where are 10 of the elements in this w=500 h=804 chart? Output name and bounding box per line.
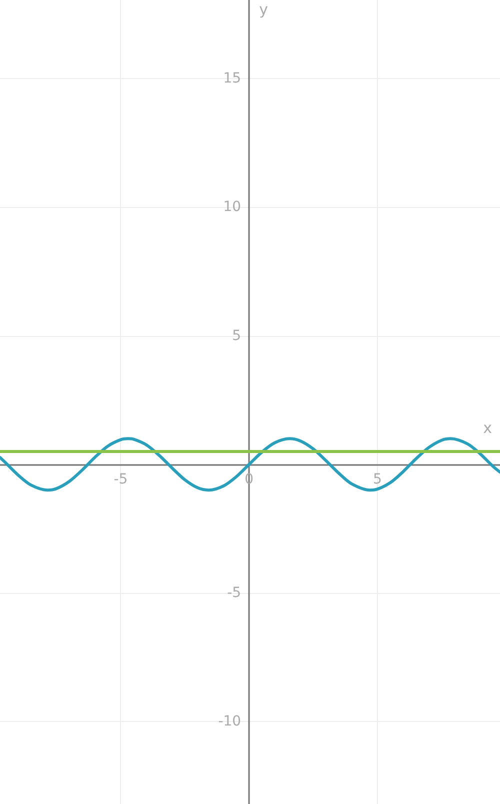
y-tick-label: 10 (223, 199, 242, 216)
x-axis-title: x (483, 418, 492, 437)
x-tick-label: 5 (373, 471, 382, 488)
y-tick-label: -5 (227, 585, 242, 602)
y-tick-label: 15 (223, 70, 242, 86)
y-tick-label: 5 (232, 328, 242, 344)
line-series (0, 437, 500, 492)
y-tick-label: -10 (218, 714, 242, 730)
y-axis-title: y (259, 0, 268, 18)
x-tick-label: -5 (114, 471, 128, 488)
